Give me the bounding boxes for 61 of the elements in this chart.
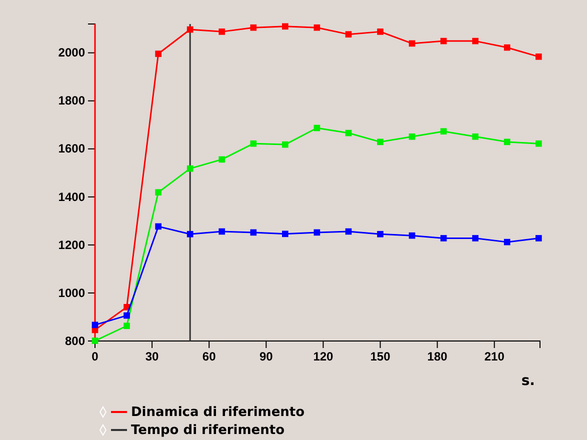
x-tick-label: 150 [370,350,391,364]
point [440,38,447,44]
x-tick-label: 60 [202,350,216,364]
legend-label: Dinamica di riferimento [131,405,305,420]
y-tick-label: 2000 [58,46,86,60]
point [250,229,257,236]
point [440,128,447,135]
point [314,229,320,236]
point [504,44,510,51]
y-tick-label: 1400 [58,190,86,204]
point [124,312,130,319]
y-tick-label: 1000 [58,286,86,300]
x-tick-label: 30 [145,350,160,364]
point [186,230,194,238]
point [218,228,226,235]
point [472,133,479,140]
point [377,28,384,35]
legend-label: Tempo di riferimento [131,423,285,438]
point [377,230,384,238]
point [504,138,510,146]
point [536,235,542,242]
point [186,26,194,33]
y-tick-label: 1200 [58,238,86,252]
x-axis-title: s. [521,373,535,389]
point [186,165,194,172]
point [282,141,288,148]
point [92,322,98,328]
point [440,235,447,242]
point [504,238,510,246]
y-tick-label: 800 [64,334,86,348]
x-tick-label: 180 [427,350,448,364]
point [536,140,542,147]
point [345,228,352,235]
point [345,130,352,136]
point [408,232,416,239]
point [124,322,130,330]
point [218,28,226,35]
point [408,40,416,47]
x-tick-label: 210 [484,350,505,364]
point [314,124,320,132]
x-tick-label: 0 [92,350,99,364]
point [92,338,98,344]
y-tick-label: 1800 [58,94,86,108]
point [345,31,352,38]
x-tick-label: 120 [313,350,334,364]
point [155,50,162,57]
point [314,24,320,31]
point [155,223,162,230]
x-tick-label: 90 [259,350,274,364]
point [377,138,384,146]
point [250,140,257,147]
point [155,189,162,196]
point [250,24,257,31]
point [472,38,479,44]
y-tick-label: 1600 [58,142,86,156]
point [282,230,288,238]
point [472,235,479,242]
point [408,133,416,140]
point [536,54,542,60]
point [282,23,288,30]
point [218,156,226,163]
